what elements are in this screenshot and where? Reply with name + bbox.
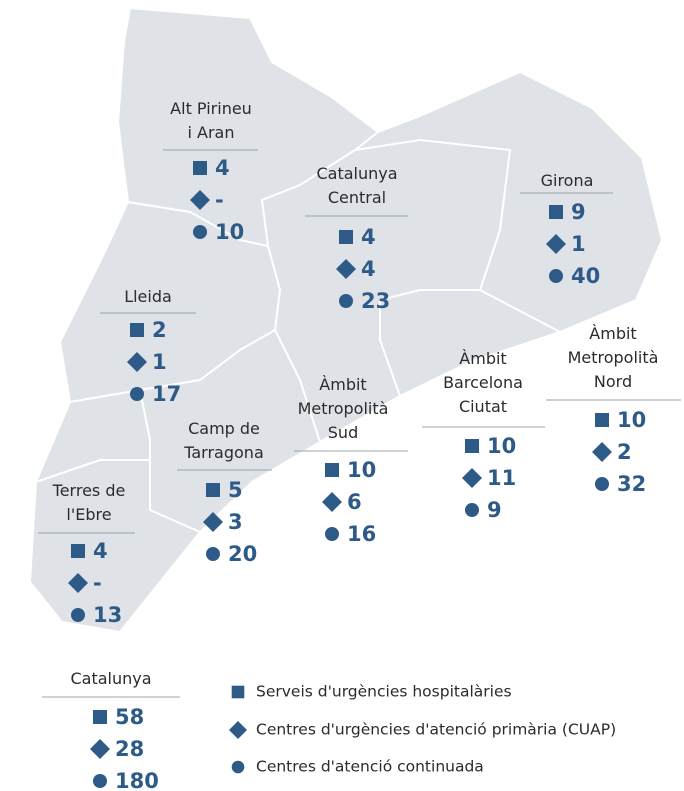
legend-label: Serveis d'urgències hospitalàries [256, 683, 512, 701]
region-value: 28 [115, 737, 144, 761]
diamond-symbol [68, 573, 88, 593]
region-value: - [93, 571, 102, 595]
region-value: 58 [115, 705, 144, 729]
diamond-symbol [90, 739, 110, 759]
region-label: Àmbit [459, 349, 506, 368]
circle-symbol [465, 503, 479, 517]
map [28, 6, 664, 634]
region-value: 10 [215, 220, 244, 244]
borders [35, 131, 561, 533]
region-value: 5 [228, 478, 243, 502]
diamond-symbol [190, 190, 210, 210]
region-value: 4 [93, 539, 108, 563]
region-label: Tarragona [183, 443, 264, 462]
region-label: i Aran [188, 123, 235, 142]
region-label: Metropolità [568, 348, 659, 367]
region-value: 4 [361, 225, 376, 249]
region-value: 1 [571, 232, 586, 256]
region-value: 2 [152, 318, 167, 342]
circle-symbol [93, 774, 107, 788]
square-symbol [465, 439, 479, 453]
square-symbol [206, 483, 220, 497]
diamond-symbol [462, 468, 482, 488]
region-value: 32 [617, 472, 646, 496]
region-label: Alt Pirineu [170, 99, 252, 118]
region-label: Sud [328, 423, 358, 442]
region-label: Ciutat [459, 397, 507, 416]
region-label: Barcelona [443, 373, 523, 392]
square-symbol [193, 161, 207, 175]
circle-symbol [193, 225, 207, 239]
square-symbol [231, 685, 245, 699]
region-label: l'Ebre [66, 505, 111, 524]
region-label: Nord [594, 372, 632, 391]
region-label: Àmbit [589, 324, 636, 343]
circle-symbol [549, 269, 563, 283]
square-symbol [595, 413, 609, 427]
region-value: 9 [487, 498, 502, 522]
catalonia-shape [28, 6, 664, 634]
region-value: 3 [228, 510, 243, 534]
region-label: Àmbit [319, 375, 366, 394]
circle-symbol [130, 387, 144, 401]
region-label: Catalunya [316, 164, 397, 183]
circle-symbol [325, 527, 339, 541]
diamond-symbol [127, 352, 147, 372]
diamond-symbol [322, 492, 342, 512]
circle-symbol [595, 477, 609, 491]
square-symbol [549, 205, 563, 219]
region-value: 9 [571, 200, 586, 224]
square-symbol [130, 323, 144, 337]
region-label: Metropolità [298, 399, 389, 418]
diamond-symbol [336, 259, 356, 279]
region-value: 1 [152, 350, 167, 374]
region-value: 23 [361, 289, 390, 313]
circle-symbol [231, 760, 245, 774]
legend-label: Centres d'urgències d'atenció primària (… [256, 721, 616, 739]
diamond-symbol [203, 512, 223, 532]
region-value: 11 [487, 466, 516, 490]
region-value: 10 [617, 408, 646, 432]
region-value: 13 [93, 603, 122, 627]
region-label: Terres de [52, 481, 126, 500]
region-value: 2 [617, 440, 632, 464]
diamond-symbol [229, 721, 247, 739]
region-value: - [215, 188, 224, 212]
diamond-symbol [546, 234, 566, 254]
region-value: 10 [347, 458, 376, 482]
region-value: 16 [347, 522, 376, 546]
region-label: Camp de [188, 419, 260, 438]
square-symbol [93, 710, 107, 724]
region-label: Lleida [124, 287, 172, 306]
region-label: Girona [541, 171, 594, 190]
region-value: 4 [215, 156, 230, 180]
square-symbol [339, 230, 353, 244]
region-value: 4 [361, 257, 376, 281]
circle-symbol [206, 547, 220, 561]
region-value: 20 [228, 542, 257, 566]
circle-symbol [339, 294, 353, 308]
region-label: Central [328, 188, 386, 207]
region-value: 10 [487, 434, 516, 458]
region-value: 180 [115, 769, 159, 791]
square-symbol [325, 463, 339, 477]
circle-symbol [71, 608, 85, 622]
region-label: Catalunya [70, 669, 151, 688]
region-value: 6 [347, 490, 362, 514]
square-symbol [71, 544, 85, 558]
legend-label: Centres d'atenció continuada [256, 758, 484, 776]
diamond-symbol [592, 442, 612, 462]
region-value: 17 [152, 382, 181, 406]
region-value: 40 [571, 264, 600, 288]
